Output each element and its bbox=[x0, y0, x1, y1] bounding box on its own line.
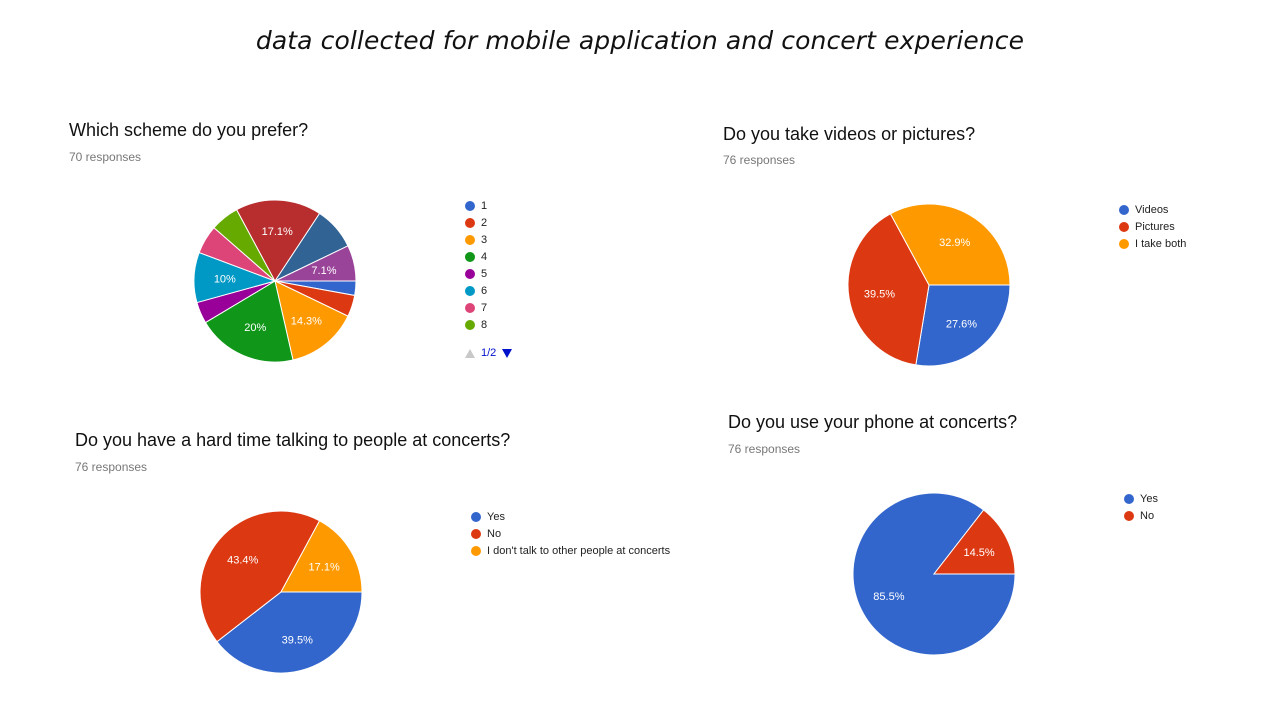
legend-item[interactable]: Yes bbox=[1124, 490, 1158, 507]
legend-label: 7 bbox=[481, 301, 488, 314]
pie-slice-no[interactable] bbox=[932, 509, 1016, 575]
legend-label: 6 bbox=[481, 284, 488, 297]
legend-label: I don't talk to other people at concerts bbox=[487, 544, 671, 557]
legend-label: 8 bbox=[481, 318, 488, 331]
legend-label: Pictures bbox=[1135, 220, 1175, 233]
legend-item[interactable]: Videos bbox=[1119, 201, 1186, 218]
pie-slice-9[interactable] bbox=[235, 199, 321, 282]
legend-items: Yes No I don't talk to other people at con… bbox=[471, 508, 670, 559]
pie-slice-i-don-t-talk-to-other-people-at-concerts[interactable] bbox=[280, 520, 363, 593]
slice-percent-label: 17.1% bbox=[262, 226, 293, 238]
legend-label: 5 bbox=[481, 267, 488, 280]
pie-slice-videos[interactable] bbox=[915, 284, 1011, 367]
pie-chart[interactable]: 14.3% 20% 10% 17.1% 7.1% bbox=[193, 199, 357, 363]
legend-items: Yes No bbox=[1124, 490, 1158, 524]
legend-color-swatch-icon bbox=[465, 285, 475, 296]
pie-slice-4[interactable] bbox=[204, 280, 294, 363]
chart-legend: 1 2 3 4 5 6 7 8 1/2 bbox=[465, 197, 513, 359]
legend-next-page-icon[interactable] bbox=[502, 348, 513, 358]
legend-color-swatch-icon bbox=[1119, 204, 1129, 215]
legend-label: 1 bbox=[481, 199, 488, 212]
legend-label: 3 bbox=[481, 233, 488, 246]
legend-page-indicator: 1/2 bbox=[481, 347, 497, 359]
legend-color-swatch-icon bbox=[471, 511, 481, 522]
legend-label: 4 bbox=[481, 250, 488, 263]
legend-item[interactable]: I take both bbox=[1119, 235, 1186, 252]
pie-chart[interactable]: 85.5% 14.5% bbox=[852, 492, 1016, 656]
legend-item[interactable]: 2 bbox=[465, 214, 512, 231]
legend-color-swatch-icon bbox=[465, 302, 475, 313]
legend-color-swatch-icon bbox=[465, 234, 475, 245]
response-count: 76 responses bbox=[728, 442, 801, 456]
legend-item[interactable]: 1 bbox=[465, 197, 512, 214]
legend-color-swatch-icon bbox=[1119, 221, 1129, 232]
legend-item[interactable]: No bbox=[1124, 507, 1158, 524]
response-count: 70 responses bbox=[69, 150, 142, 164]
slice-percent-label: 14.5% bbox=[963, 547, 994, 559]
legend-label: Yes bbox=[487, 510, 505, 523]
slice-percent-label: 32.9% bbox=[939, 237, 970, 249]
chart-title: Do you have a hard time talking to peopl… bbox=[75, 430, 511, 450]
legend-color-swatch-icon bbox=[465, 200, 475, 211]
legend-items: 1 2 3 4 5 6 7 8 bbox=[465, 197, 512, 333]
legend-label: Videos bbox=[1135, 203, 1169, 216]
legend-color-swatch-icon bbox=[1124, 510, 1134, 521]
slice-percent-label: 7.1% bbox=[311, 265, 336, 277]
legend-color-swatch-icon bbox=[465, 319, 475, 330]
legend-item[interactable]: No bbox=[471, 525, 670, 542]
slice-percent-label: 39.5% bbox=[282, 635, 313, 647]
legend-item[interactable]: Pictures bbox=[1119, 218, 1186, 235]
legend-color-swatch-icon bbox=[465, 251, 475, 262]
response-count: 76 responses bbox=[723, 153, 796, 167]
slice-percent-label: 20% bbox=[244, 322, 266, 334]
legend-prev-page-icon[interactable] bbox=[465, 348, 475, 358]
pie-chart[interactable]: 39.5% 43.4% 17.1% bbox=[199, 510, 363, 674]
legend-pager: 1/2 bbox=[465, 347, 513, 359]
legend-label: No bbox=[487, 527, 502, 540]
pie-slice-i-take-both[interactable] bbox=[889, 203, 1011, 286]
slice-percent-label: 43.4% bbox=[227, 555, 258, 567]
legend-item[interactable]: 3 bbox=[465, 231, 512, 248]
legend-color-swatch-icon bbox=[465, 217, 475, 228]
chart-title: Do you take videos or pictures? bbox=[723, 124, 976, 144]
chart-legend: Videos Pictures I take both bbox=[1119, 201, 1186, 252]
legend-color-swatch-icon bbox=[471, 528, 481, 539]
legend-label: I take both bbox=[1135, 237, 1187, 250]
chart-legend: Yes No bbox=[1124, 490, 1158, 524]
slice-percent-label: 10% bbox=[214, 274, 236, 286]
legend-item[interactable]: 4 bbox=[465, 248, 512, 265]
pie-slice-11[interactable] bbox=[274, 245, 357, 282]
response-count: 76 responses bbox=[75, 460, 148, 474]
legend-label: 2 bbox=[481, 216, 488, 229]
slice-percent-label: 14.3% bbox=[291, 315, 322, 327]
pie-slice-3[interactable] bbox=[274, 280, 349, 361]
legend-item[interactable]: Yes bbox=[471, 508, 670, 525]
legend-color-swatch-icon bbox=[471, 545, 481, 556]
legend-label: No bbox=[1140, 509, 1155, 522]
legend-item[interactable]: 6 bbox=[465, 282, 512, 299]
pie-slice-yes[interactable] bbox=[216, 591, 363, 674]
legend-label: Yes bbox=[1140, 492, 1158, 505]
slice-percent-label: 39.5% bbox=[864, 288, 895, 300]
legend-color-swatch-icon bbox=[465, 268, 475, 279]
pie-slice-no[interactable] bbox=[199, 510, 321, 643]
legend-color-swatch-icon bbox=[1124, 493, 1134, 504]
slice-percent-label: 27.6% bbox=[946, 318, 977, 330]
chart-title: Do you use your phone at concerts? bbox=[728, 412, 1018, 432]
chart-title: Which scheme do you prefer? bbox=[69, 120, 309, 140]
legend-item[interactable]: I don't talk to other people at concerts bbox=[471, 542, 670, 559]
legend-items: Videos Pictures I take both bbox=[1119, 201, 1186, 252]
page-title: data collected for mobile application an… bbox=[255, 26, 1025, 55]
chart-legend: Yes No I don't talk to other people at con… bbox=[471, 508, 670, 559]
pie-slice-yes[interactable] bbox=[852, 492, 1016, 656]
legend-color-swatch-icon bbox=[1119, 238, 1129, 249]
legend-item[interactable]: 5 bbox=[465, 265, 512, 282]
legend-item[interactable]: 8 bbox=[465, 316, 512, 333]
legend-item[interactable]: 7 bbox=[465, 299, 512, 316]
slice-percent-label: 17.1% bbox=[309, 561, 340, 573]
pie-slice-pictures[interactable] bbox=[847, 213, 930, 366]
pie-chart[interactable]: 27.6% 39.5% 32.9% bbox=[847, 203, 1011, 367]
slice-percent-label: 85.5% bbox=[873, 591, 904, 603]
